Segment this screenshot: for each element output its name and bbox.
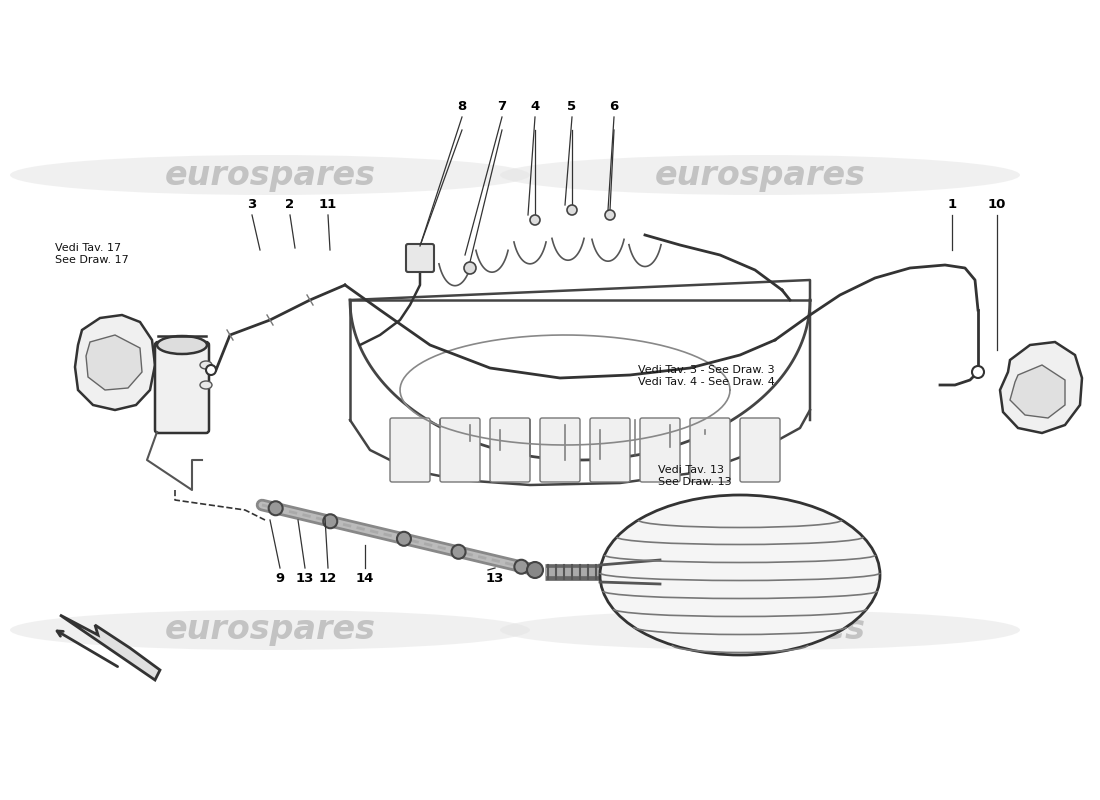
Text: Vedi Tav. 3 - See Draw. 3
Vedi Tav. 4 - See Draw. 4: Vedi Tav. 3 - See Draw. 3 Vedi Tav. 4 - … — [638, 365, 774, 386]
Text: 13: 13 — [296, 571, 315, 585]
Text: 10: 10 — [988, 198, 1007, 211]
Polygon shape — [75, 315, 155, 410]
Circle shape — [323, 514, 338, 528]
Text: 6: 6 — [609, 101, 618, 114]
Circle shape — [397, 532, 411, 546]
Text: 3: 3 — [248, 198, 256, 211]
FancyBboxPatch shape — [690, 418, 730, 482]
Circle shape — [452, 545, 465, 558]
Text: eurospares: eurospares — [654, 614, 866, 646]
Text: 5: 5 — [568, 101, 576, 114]
Text: 4: 4 — [530, 101, 540, 114]
Text: Vedi Tav. 17
See Draw. 17: Vedi Tav. 17 See Draw. 17 — [55, 243, 129, 265]
Circle shape — [530, 215, 540, 225]
Text: eurospares: eurospares — [654, 158, 866, 191]
FancyBboxPatch shape — [540, 418, 580, 482]
Circle shape — [268, 502, 283, 515]
FancyBboxPatch shape — [740, 418, 780, 482]
Ellipse shape — [500, 155, 1020, 195]
FancyBboxPatch shape — [590, 418, 630, 482]
Circle shape — [464, 262, 476, 274]
Polygon shape — [60, 615, 160, 680]
Polygon shape — [1000, 342, 1082, 433]
Text: 1: 1 — [947, 198, 957, 211]
Ellipse shape — [200, 361, 212, 369]
Text: Vedi Tav. 13
See Draw. 13: Vedi Tav. 13 See Draw. 13 — [658, 465, 732, 486]
Text: 9: 9 — [275, 571, 285, 585]
Text: 2: 2 — [285, 198, 295, 211]
Text: 14: 14 — [355, 571, 374, 585]
FancyBboxPatch shape — [406, 244, 434, 272]
Circle shape — [605, 210, 615, 220]
Text: eurospares: eurospares — [165, 158, 375, 191]
Text: 8: 8 — [458, 101, 466, 114]
Text: 12: 12 — [319, 571, 337, 585]
Text: eurospares: eurospares — [165, 614, 375, 646]
Ellipse shape — [600, 495, 880, 655]
Circle shape — [566, 205, 578, 215]
Circle shape — [206, 365, 216, 375]
Text: 11: 11 — [319, 198, 337, 211]
Text: 13: 13 — [486, 571, 504, 585]
Circle shape — [972, 366, 984, 378]
Ellipse shape — [157, 336, 207, 354]
Ellipse shape — [200, 381, 212, 389]
FancyBboxPatch shape — [390, 418, 430, 482]
Polygon shape — [1010, 365, 1065, 418]
Circle shape — [527, 562, 543, 578]
Circle shape — [515, 560, 528, 574]
Ellipse shape — [500, 610, 1020, 650]
Ellipse shape — [10, 610, 530, 650]
Ellipse shape — [10, 155, 530, 195]
FancyBboxPatch shape — [155, 342, 209, 433]
FancyBboxPatch shape — [640, 418, 680, 482]
FancyBboxPatch shape — [440, 418, 480, 482]
Polygon shape — [86, 335, 142, 390]
Text: 7: 7 — [497, 101, 507, 114]
FancyBboxPatch shape — [490, 418, 530, 482]
